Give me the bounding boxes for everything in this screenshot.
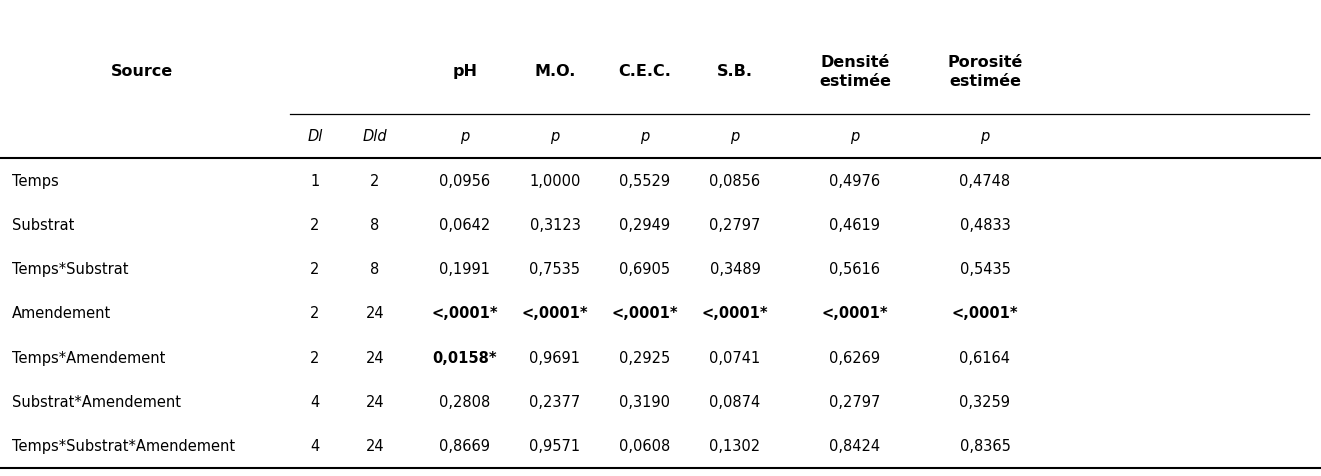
Text: 0,8669: 0,8669: [440, 438, 490, 454]
Text: 2: 2: [310, 262, 320, 277]
Text: Source: Source: [111, 64, 173, 79]
Text: 0,0956: 0,0956: [440, 173, 490, 188]
Text: 0,6164: 0,6164: [959, 350, 1011, 365]
Text: 0,2797: 0,2797: [709, 218, 761, 232]
Text: p: p: [731, 129, 740, 144]
Text: 0,7535: 0,7535: [530, 262, 580, 277]
Text: 2: 2: [310, 306, 320, 321]
Text: 24: 24: [366, 350, 384, 365]
Text: 0,6269: 0,6269: [830, 350, 881, 365]
Text: 4: 4: [310, 394, 320, 409]
Text: Densité
estimée: Densité estimée: [819, 55, 890, 89]
Text: 0,2797: 0,2797: [830, 394, 881, 409]
Text: 0,4748: 0,4748: [959, 173, 1011, 188]
Text: <,0001*: <,0001*: [951, 306, 1018, 321]
Text: 2: 2: [310, 350, 320, 365]
Text: Amendement: Amendement: [12, 306, 111, 321]
Text: 2: 2: [370, 173, 379, 188]
Text: 0,0856: 0,0856: [709, 173, 761, 188]
Text: <,0001*: <,0001*: [612, 306, 678, 321]
Text: 4: 4: [310, 438, 320, 454]
Text: 0,4833: 0,4833: [959, 218, 1011, 232]
Text: p: p: [851, 129, 860, 144]
Text: Temps*Substrat: Temps*Substrat: [12, 262, 128, 277]
Text: 0,2377: 0,2377: [530, 394, 581, 409]
Text: 0,0741: 0,0741: [709, 350, 761, 365]
Text: 0,2949: 0,2949: [620, 218, 671, 232]
Text: p: p: [461, 129, 470, 144]
Text: C.E.C.: C.E.C.: [618, 64, 671, 79]
Text: p: p: [980, 129, 989, 144]
Text: 0,1991: 0,1991: [440, 262, 490, 277]
Text: 0,9691: 0,9691: [530, 350, 580, 365]
Text: Temps*Amendement: Temps*Amendement: [12, 350, 165, 365]
Text: 0,8365: 0,8365: [959, 438, 1011, 454]
Text: 0,9571: 0,9571: [530, 438, 580, 454]
Text: 24: 24: [366, 306, 384, 321]
Text: Temps: Temps: [12, 173, 58, 188]
Text: 0,5616: 0,5616: [830, 262, 881, 277]
Text: 2: 2: [310, 218, 320, 232]
Text: 0,0158*: 0,0158*: [433, 350, 497, 365]
Text: 0,5435: 0,5435: [959, 262, 1011, 277]
Text: <,0001*: <,0001*: [822, 306, 888, 321]
Text: 1,0000: 1,0000: [530, 173, 581, 188]
Text: Dld: Dld: [363, 129, 387, 144]
Text: Substrat: Substrat: [12, 218, 74, 232]
Text: 8: 8: [370, 218, 379, 232]
Text: 0,5529: 0,5529: [620, 173, 671, 188]
Text: Dl: Dl: [308, 129, 322, 144]
Text: 0,2808: 0,2808: [440, 394, 490, 409]
Text: 0,3259: 0,3259: [959, 394, 1011, 409]
Text: <,0001*: <,0001*: [701, 306, 769, 321]
Text: 0,0642: 0,0642: [440, 218, 490, 232]
Text: 0,0874: 0,0874: [709, 394, 761, 409]
Text: 0,8424: 0,8424: [830, 438, 881, 454]
Text: 8: 8: [370, 262, 379, 277]
Text: 0,3190: 0,3190: [620, 394, 671, 409]
Text: 0,3123: 0,3123: [530, 218, 580, 232]
Text: 24: 24: [366, 394, 384, 409]
Text: M.O.: M.O.: [534, 64, 576, 79]
Text: p: p: [641, 129, 650, 144]
Text: <,0001*: <,0001*: [432, 306, 498, 321]
Text: Porosité
estimée: Porosité estimée: [947, 55, 1022, 89]
Text: S.B.: S.B.: [717, 64, 753, 79]
Text: 0,6905: 0,6905: [620, 262, 671, 277]
Text: 1: 1: [310, 173, 320, 188]
Text: 0,3489: 0,3489: [709, 262, 761, 277]
Text: 0,1302: 0,1302: [709, 438, 761, 454]
Text: Substrat*Amendement: Substrat*Amendement: [12, 394, 181, 409]
Text: p: p: [551, 129, 560, 144]
Text: pH: pH: [453, 64, 477, 79]
Text: Temps*Substrat*Amendement: Temps*Substrat*Amendement: [12, 438, 235, 454]
Text: 0,0608: 0,0608: [620, 438, 671, 454]
Text: <,0001*: <,0001*: [522, 306, 588, 321]
Text: 24: 24: [366, 438, 384, 454]
Text: 0,4619: 0,4619: [830, 218, 881, 232]
Text: 0,4976: 0,4976: [830, 173, 881, 188]
Text: 0,2925: 0,2925: [620, 350, 671, 365]
